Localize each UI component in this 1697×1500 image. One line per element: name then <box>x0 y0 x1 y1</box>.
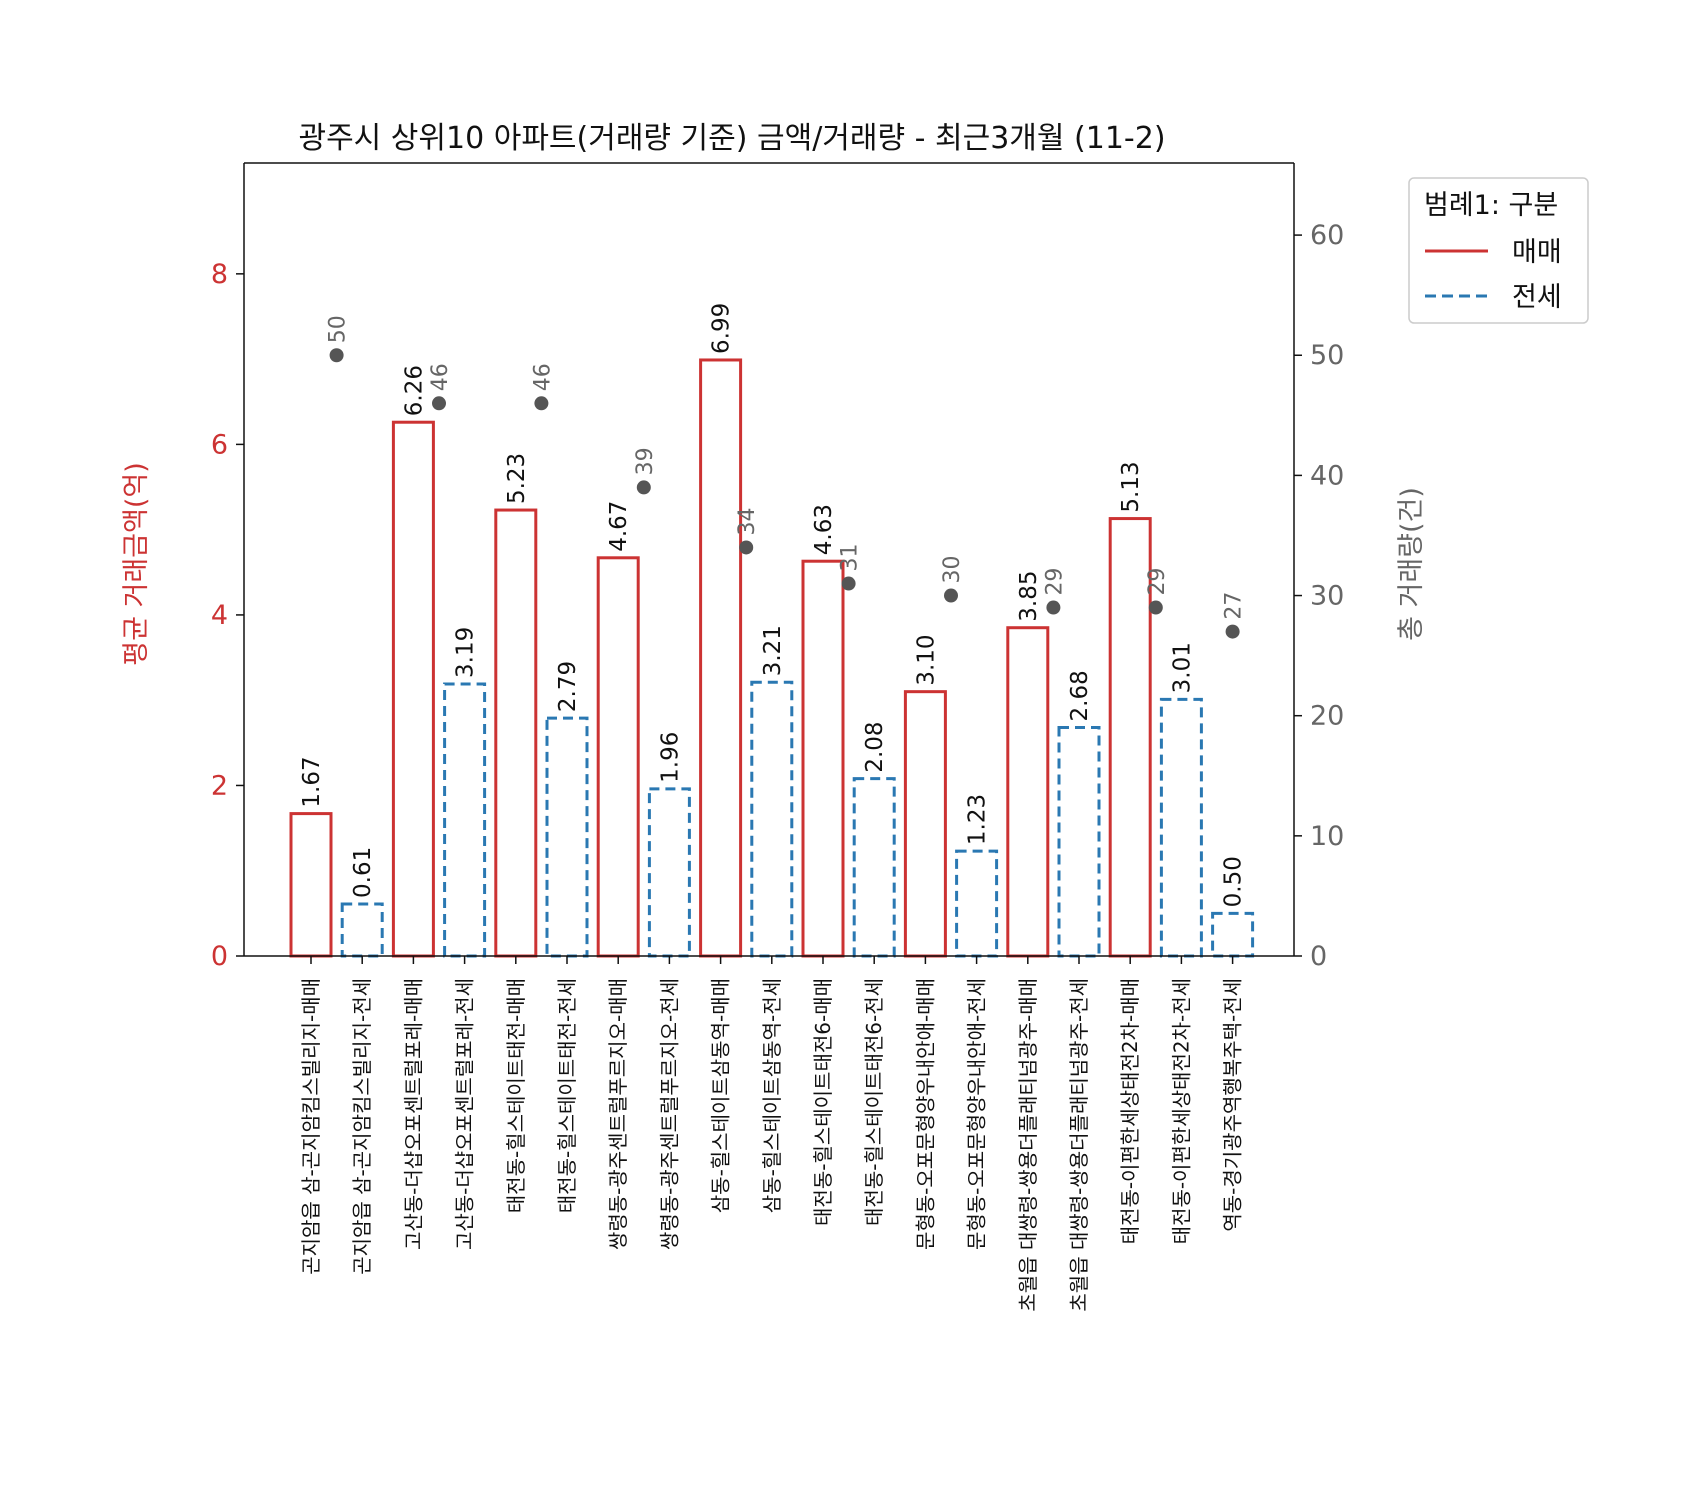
x-tick-label: 쌍령동-광주센트럴푸르지오-매매 <box>606 978 630 1250</box>
count-label: 46 <box>428 363 453 391</box>
x-tick-label: 태전동-힐스테이트태전6-매매 <box>811 978 835 1226</box>
y-tick-label-left: 4 <box>211 600 228 631</box>
x-tick-label: 쌍령동-광주센트럴푸르지오-전세 <box>657 978 681 1250</box>
y-tick-label-right: 10 <box>1310 821 1344 852</box>
bar-value-label: 3.85 <box>1016 570 1042 621</box>
bar-value-label: 2.79 <box>555 661 581 712</box>
bar-value-label: 1.67 <box>299 756 325 807</box>
bar <box>852 777 896 958</box>
count-point <box>1225 624 1240 639</box>
count-label: 30 <box>940 556 965 584</box>
count-point <box>534 396 549 411</box>
bar-value-label: 3.21 <box>760 625 786 676</box>
count-point <box>1148 600 1163 615</box>
count-point <box>329 348 344 363</box>
bar <box>596 556 640 958</box>
x-tick-label: 삼동-힐스테이트삼동역-전세 <box>760 978 784 1213</box>
bar <box>750 680 794 958</box>
bar-value-label: 3.10 <box>913 634 939 685</box>
bar-value-label: 5.23 <box>504 453 530 504</box>
y-tick-label-left: 2 <box>211 770 228 801</box>
count-label: 31 <box>838 544 863 572</box>
x-tick-label: 역동-경기광주역행복주택-전세 <box>1221 978 1245 1232</box>
bar-value-label: 2.68 <box>1067 670 1093 721</box>
bar <box>391 420 435 958</box>
count-point <box>1046 600 1061 615</box>
count-label: 27 <box>1222 592 1247 620</box>
bar-value-label: 2.08 <box>862 721 888 772</box>
x-tick-label: 초월읍 대쌍령-쌍용더플래티넘광주-매매 <box>1016 978 1040 1312</box>
legend-title: 범례1: 구분 <box>1424 190 1558 221</box>
count-label: 29 <box>1145 568 1170 596</box>
bar-value-label: 0.61 <box>350 847 376 898</box>
x-tick-label: 태전동-이편한세상태전2차-매매 <box>1118 978 1142 1244</box>
x-tick-label: 초월읍 대쌍령-쌍용더플래티넘광주-전세 <box>1067 978 1091 1312</box>
bar-value-label: 1.23 <box>965 794 991 845</box>
y-tick-label-right: 20 <box>1310 701 1344 732</box>
legend-label-lease: 전세 <box>1512 282 1562 313</box>
y-tick-label-right: 50 <box>1310 340 1344 371</box>
count-point <box>739 540 754 555</box>
bar-value-label: 4.63 <box>811 504 837 555</box>
bar <box>443 682 487 958</box>
chart-title: 광주시 상위10 아파트(거래량 기준) 금액/거래량 - 최근3개월 (11-… <box>298 121 1165 156</box>
y-tick-label-right: 0 <box>1310 941 1327 972</box>
bar <box>494 508 538 958</box>
bar <box>647 787 691 958</box>
bar-value-label: 3.19 <box>453 627 479 678</box>
bar-value-label: 4.67 <box>606 501 632 552</box>
count-point <box>636 480 651 495</box>
x-tick-label: 삼동-힐스테이트삼동역-매매 <box>709 978 733 1213</box>
count-point <box>841 576 856 591</box>
bar-value-label: 3.01 <box>1169 642 1195 693</box>
bar <box>955 849 999 958</box>
bar <box>340 902 384 958</box>
y-tick-label-left: 8 <box>211 259 228 290</box>
x-tick-label: 태전동-힐스테이트태전-매매 <box>504 978 528 1213</box>
bar <box>1159 697 1203 958</box>
bar <box>1057 725 1101 958</box>
x-tick-label: 고산동-더샵오포센트럴포레-매매 <box>401 978 425 1250</box>
count-label: 34 <box>735 507 760 535</box>
x-tick-label: 문형동-오포문형양우내안애-매매 <box>913 978 937 1250</box>
y-tick-label-right: 30 <box>1310 581 1344 612</box>
count-point <box>944 588 958 603</box>
bar-value-label: 0.50 <box>1221 856 1247 907</box>
x-tick-label: 태전동-이편한세상태전2차-전세 <box>1169 978 1193 1244</box>
x-tick-label: 곤지암읍 삼-곤지암킴스빌리지-전세 <box>350 978 374 1275</box>
x-tick-label: 곤지암읍 삼-곤지암킴스빌리지-매매 <box>299 978 323 1275</box>
x-tick-label: 태전동-힐스테이트태전-전세 <box>555 978 579 1213</box>
count-label: 46 <box>530 363 555 391</box>
y-tick-label-left: 0 <box>211 941 228 972</box>
x-tick-label: 문형동-오포문형양우내안애-전세 <box>965 978 989 1250</box>
y-tick-label-right: 40 <box>1310 460 1344 491</box>
y-axis-left-label: 평균 거래금액(억) <box>121 462 152 666</box>
bar <box>1211 911 1255 958</box>
y-axis-right-label: 총 거래량(건) <box>1396 487 1427 641</box>
bar <box>903 690 947 958</box>
count-label: 50 <box>326 315 351 343</box>
bar <box>545 716 589 958</box>
count-point <box>432 396 446 411</box>
bar-value-label: 6.26 <box>401 365 427 416</box>
bar-value-label: 6.99 <box>709 303 735 354</box>
bar-value-label: 1.96 <box>657 732 683 783</box>
bar <box>699 358 743 958</box>
y-tick-label-left: 6 <box>211 429 228 460</box>
bar <box>1006 626 1050 958</box>
legend: 범례1: 구분 매매 전세 <box>1408 177 1589 324</box>
legend-frame <box>1408 177 1589 324</box>
count-label: 29 <box>1042 568 1067 596</box>
legend-label-sale: 매매 <box>1512 237 1562 268</box>
bar <box>289 812 333 958</box>
y-tick-label-right: 60 <box>1310 220 1344 251</box>
bar-value-label: 5.13 <box>1118 461 1144 512</box>
count-label: 39 <box>633 447 658 475</box>
x-tick-label: 태전동-힐스테이트태전6-전세 <box>862 978 886 1226</box>
x-tick-label: 고산동-더샵오포센트럴포레-전세 <box>453 978 477 1250</box>
bar <box>801 559 845 958</box>
